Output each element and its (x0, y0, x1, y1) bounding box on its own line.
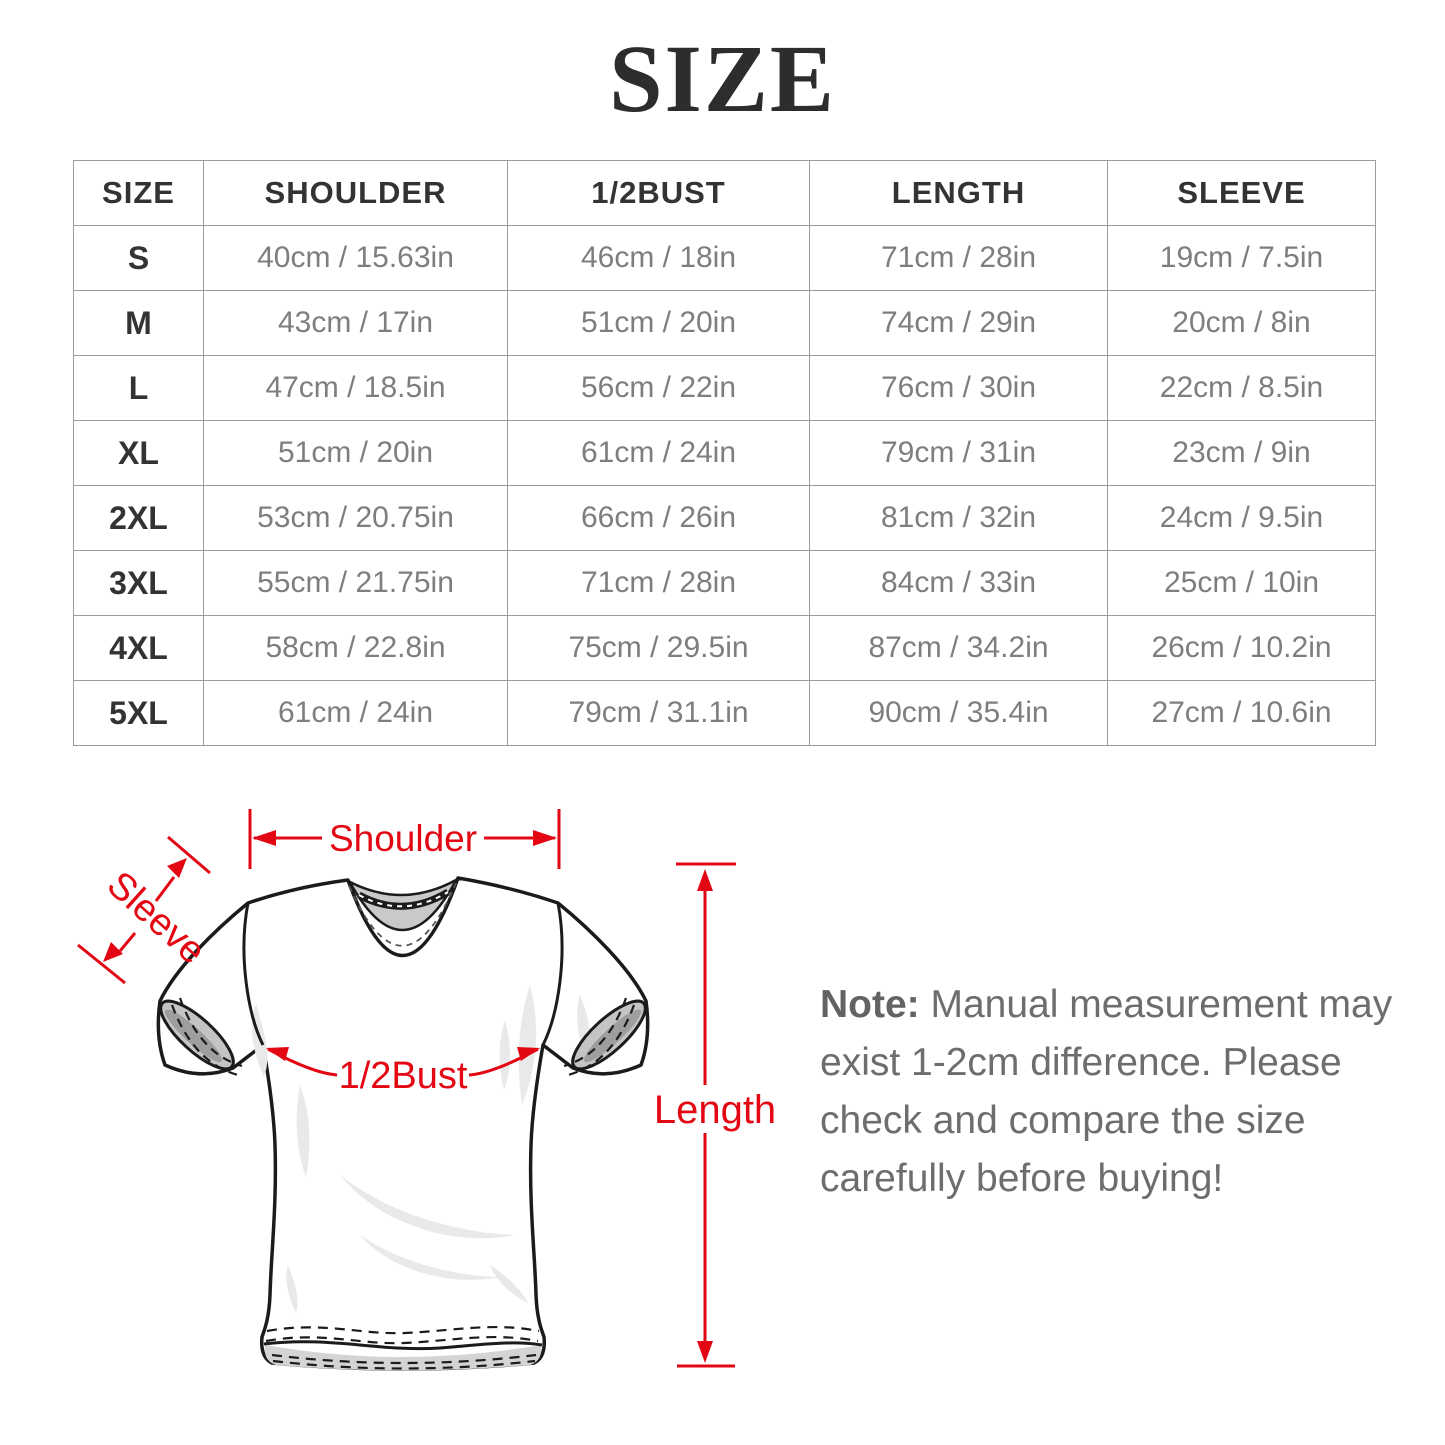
cell-size: L (73, 355, 204, 421)
bust-label: 1/2Bust (339, 1055, 468, 1097)
table-row: L 47cm / 18.5in 56cm / 22in 76cm / 30in … (73, 355, 1376, 421)
cell-length: 71cm / 28in (809, 225, 1108, 291)
cell-size: XL (73, 420, 204, 486)
cell-shoulder: 53cm / 20.75in (203, 485, 508, 551)
cell-sleeve: 25cm / 10in (1107, 550, 1376, 616)
cell-size: M (73, 290, 204, 356)
cell-bust: 61cm / 24in (507, 420, 810, 486)
note-text: Note: Manual measurement may exist 1-2cm… (820, 976, 1400, 1208)
note-prefix: Note: (820, 983, 920, 1026)
cell-bust: 66cm / 26in (507, 485, 810, 551)
fabric-wrinkles (251, 985, 591, 1313)
cell-size: 5XL (73, 680, 204, 746)
cell-bust: 46cm / 18in (507, 225, 810, 291)
table-header-row: SIZE SHOULDER 1/2BUST LENGTH SLEEVE (73, 160, 1376, 226)
cell-sleeve: 23cm / 9in (1107, 420, 1376, 486)
table-row: 5XL 61cm / 24in 79cm / 31.1in 90cm / 35.… (73, 680, 1376, 746)
cell-shoulder: 51cm / 20in (203, 420, 508, 486)
cell-bust: 71cm / 28in (507, 550, 810, 616)
note-line: check and compare the size (820, 1099, 1306, 1142)
length-label: Length (654, 1088, 776, 1132)
left-armhole-seam (242, 902, 265, 1046)
sleeve-dimension-arrow (77, 835, 211, 985)
cell-size: S (73, 225, 204, 291)
cell-length: 84cm / 33in (809, 550, 1108, 616)
table-row: XL 51cm / 20in 61cm / 24in 79cm / 31in 2… (73, 420, 1376, 486)
cell-sleeve: 26cm / 10.2in (1107, 615, 1376, 681)
cell-shoulder: 40cm / 15.63in (203, 225, 508, 291)
cell-sleeve: 19cm / 7.5in (1107, 225, 1376, 291)
shoulder-dimension-arrow (248, 809, 561, 869)
cell-shoulder: 43cm / 17in (203, 290, 508, 356)
header-bust: 1/2BUST (507, 160, 810, 226)
cell-sleeve: 22cm / 8.5in (1107, 355, 1376, 421)
hem-stitching (265, 1325, 540, 1370)
cell-sleeve: 27cm / 10.6in (1107, 680, 1376, 746)
note-line: Note: Manual measurement may (820, 983, 1393, 1026)
shoulder-label: Shoulder (329, 818, 477, 859)
cell-bust: 51cm / 20in (507, 290, 810, 356)
hem-band (264, 1345, 542, 1371)
cuff-stitching (170, 997, 636, 1077)
cell-size: 4XL (73, 615, 204, 681)
cell-bust: 56cm / 22in (507, 355, 810, 421)
cell-shoulder: 55cm / 21.75in (203, 550, 508, 616)
tshirt-illustration (156, 876, 650, 1371)
cell-sleeve: 20cm / 8in (1107, 290, 1376, 356)
table-row: 4XL 58cm / 22.8in 75cm / 29.5in 87cm / 3… (73, 615, 1376, 681)
cell-shoulder: 61cm / 24in (203, 680, 508, 746)
cell-shoulder: 47cm / 18.5in (203, 355, 508, 421)
collar (347, 876, 459, 947)
cell-length: 79cm / 31in (809, 420, 1108, 486)
right-armhole-seam (541, 902, 564, 1046)
cell-sleeve: 24cm / 9.5in (1107, 485, 1376, 551)
bust-dimension-arrow (266, 1047, 540, 1077)
table-row: S 40cm / 15.63in 46cm / 18in 71cm / 28in… (73, 225, 1376, 291)
note-line: carefully before buying! (820, 1157, 1224, 1200)
cell-shoulder: 58cm / 22.8in (203, 615, 508, 681)
cell-length: 74cm / 29in (809, 290, 1108, 356)
table-row: M 43cm / 17in 51cm / 20in 74cm / 29in 20… (73, 290, 1376, 356)
hem-fold-line (263, 1340, 543, 1351)
cell-length: 87cm / 34.2in (809, 615, 1108, 681)
cell-bust: 75cm / 29.5in (507, 615, 810, 681)
size-table: SIZE SHOULDER 1/2BUST LENGTH SLEEVE S 40… (73, 160, 1376, 746)
cell-size: 2XL (73, 485, 204, 551)
table-row: 2XL 53cm / 20.75in 66cm / 26in 81cm / 32… (73, 485, 1376, 551)
page-title: SIZE (609, 25, 836, 132)
cell-length: 90cm / 35.4in (809, 680, 1108, 746)
tshirt-body-outline (156, 876, 650, 1371)
header-sleeve: SLEEVE (1107, 160, 1376, 226)
collar-tape-stitch (358, 891, 449, 908)
cell-length: 81cm / 32in (809, 485, 1108, 551)
header-size: SIZE (73, 160, 204, 226)
length-dimension-arrow (676, 862, 736, 1368)
tshirt-measurement-diagram: Shoulder Sleeve 1/2Bust Length (77, 809, 776, 1371)
header-length: LENGTH (809, 160, 1108, 226)
table-row: 3XL 55cm / 21.75in 71cm / 28in 84cm / 33… (73, 550, 1376, 616)
cell-bust: 79cm / 31.1in (507, 680, 810, 746)
hem (263, 1325, 543, 1371)
cell-length: 76cm / 30in (809, 355, 1108, 421)
cell-size: 3XL (73, 550, 204, 616)
header-shoulder: SHOULDER (203, 160, 508, 226)
note-line: exist 1-2cm difference. Please (820, 1041, 1342, 1084)
